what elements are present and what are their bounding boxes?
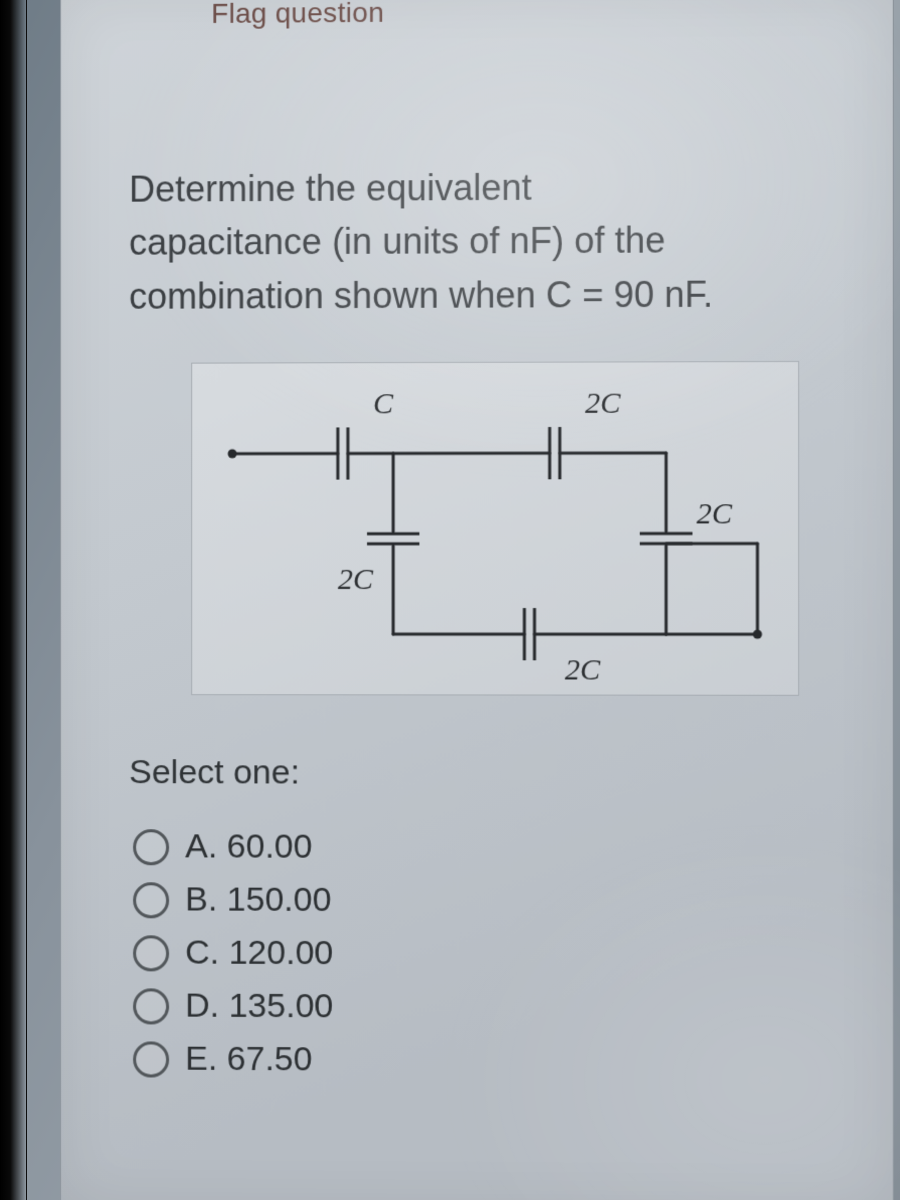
- radio-icon[interactable]: [133, 829, 169, 865]
- question-line-2: capacitance (in units of nF) of the: [129, 220, 665, 263]
- option-value: 150.00: [227, 881, 332, 920]
- circuit-figure: C 2C 2C 2C 2C: [191, 361, 799, 696]
- question-text: Determine the equivalent capacitance (in…: [129, 159, 852, 323]
- option-value: 120.00: [229, 934, 334, 974]
- svg-text:2C: 2C: [565, 653, 601, 686]
- radio-icon[interactable]: [133, 935, 169, 971]
- flag-question-link[interactable]: Flag question: [211, 0, 384, 30]
- option-value: 135.00: [229, 987, 334, 1027]
- svg-text:C: C: [373, 387, 394, 420]
- circuit-svg: C 2C 2C 2C 2C: [192, 362, 798, 695]
- option-b[interactable]: B. 150.00: [133, 880, 333, 920]
- svg-text:2C: 2C: [585, 387, 621, 420]
- question-line-1: Determine the equivalent: [129, 167, 532, 210]
- option-e[interactable]: E. 67.50: [133, 1039, 333, 1079]
- option-letter: A.: [185, 827, 217, 866]
- svg-text:2C: 2C: [697, 497, 734, 530]
- radio-icon[interactable]: [133, 882, 169, 918]
- select-one-label: Select one:: [129, 753, 300, 792]
- question-line-3: combination shown when C = 90 nF.: [129, 273, 713, 316]
- option-value: 67.50: [227, 1040, 312, 1080]
- option-c[interactable]: C. 120.00: [133, 933, 333, 973]
- screenshot-root: Flag question Determine the equivalent c…: [0, 0, 900, 1200]
- svg-text:2C: 2C: [338, 563, 374, 596]
- option-letter: B.: [185, 880, 217, 919]
- question-card: Flag question Determine the equivalent c…: [60, 0, 894, 1200]
- option-letter: C.: [185, 933, 219, 972]
- option-a[interactable]: A. 60.00: [133, 827, 333, 867]
- option-value: 60.00: [227, 827, 312, 866]
- radio-icon[interactable]: [133, 1041, 169, 1077]
- answer-options: A. 60.00 B. 150.00 C. 120.00 D. 135.00 E: [133, 813, 333, 1093]
- device-bezel: [0, 0, 27, 1200]
- option-d[interactable]: D. 135.00: [133, 986, 333, 1026]
- option-letter: D.: [185, 987, 219, 1026]
- option-letter: E.: [185, 1040, 217, 1079]
- radio-icon[interactable]: [133, 988, 169, 1024]
